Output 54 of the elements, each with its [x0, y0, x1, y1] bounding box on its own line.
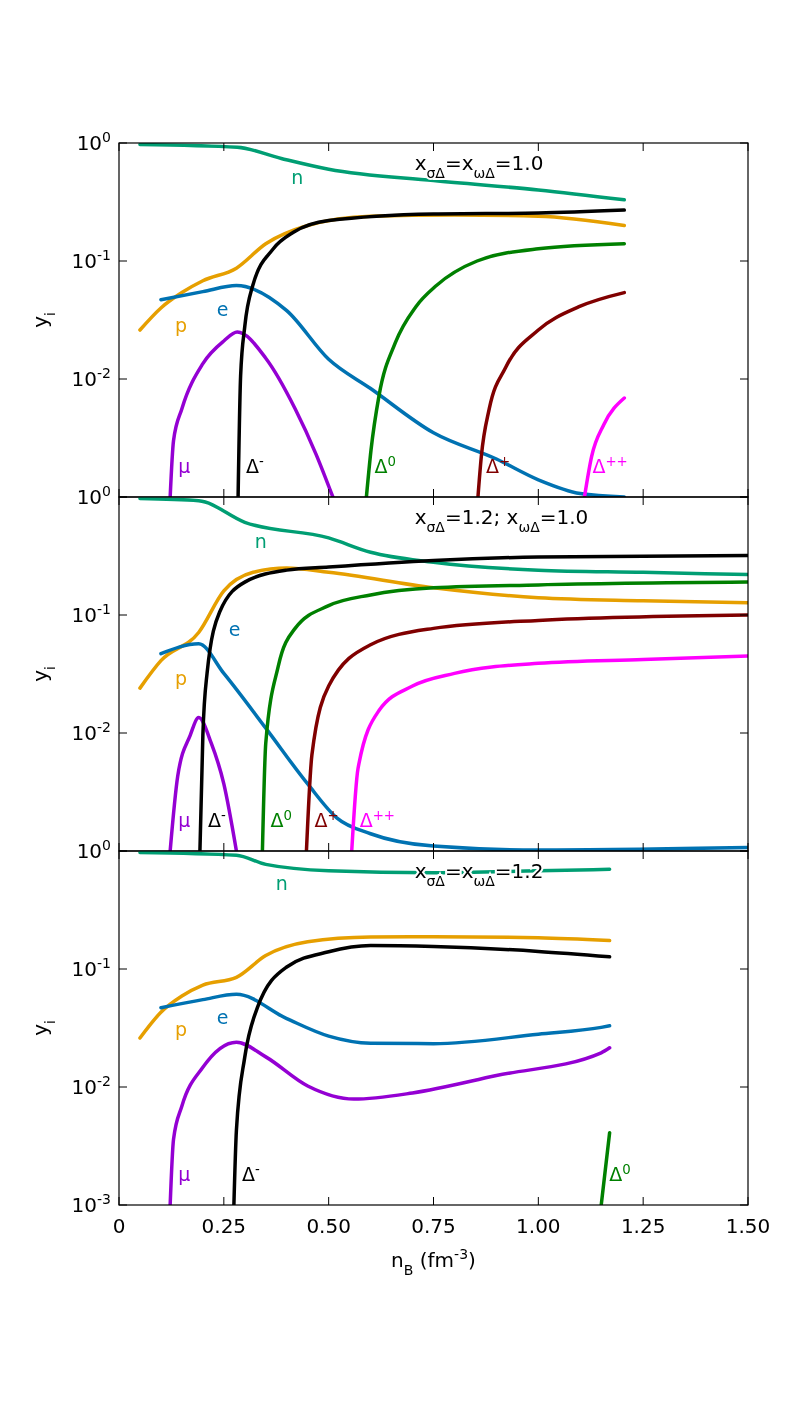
series-label: e [228, 617, 241, 640]
line-series [364, 242, 627, 497]
series-label: n [275, 872, 288, 895]
line-series [159, 283, 627, 497]
y-tick-label: 10$^{-2}$ [71, 1073, 111, 1099]
series-label: p [174, 313, 187, 336]
y-tick-label: 10$^{-2}$ [71, 719, 111, 745]
line-series [304, 613, 748, 851]
x-tick-label: 0.75 [411, 1214, 456, 1238]
series-label: e [216, 297, 229, 320]
series-label: Δ$^{0}$ [609, 1161, 631, 1185]
x-tick-label: 1.25 [620, 1214, 666, 1238]
line-series [582, 396, 627, 497]
series-label: n [254, 530, 267, 553]
x-tick-label: 0.25 [201, 1214, 247, 1238]
x-tick-label: 1.50 [725, 1214, 771, 1238]
line-series [138, 934, 612, 1040]
line-series [168, 715, 239, 851]
y-tick-label: 10$^{0}$ [76, 129, 111, 155]
text: x$_{σΔ}$=x$_{ωΔ}$=1.0 [414, 151, 544, 181]
series-label: e [216, 1005, 229, 1028]
series-label: p [174, 1018, 187, 1041]
line-series [159, 992, 612, 1046]
y-tick-label: 10$^{0}$ [76, 837, 111, 863]
y-tick-label: 10$^{-1}$ [71, 955, 111, 981]
y-tick-label: 10$^{0}$ [76, 483, 111, 509]
series-label: Δ$^{++}$ [359, 807, 396, 831]
line-series [159, 642, 748, 851]
y-tick-label: 10$^{-3}$ [71, 1191, 111, 1217]
x-tick-label: 0.50 [306, 1214, 351, 1238]
x-axis-title: n$_{B}$ (fm$^{-3}$) [391, 1246, 476, 1278]
line-series [138, 566, 748, 690]
line-series [349, 654, 748, 851]
text: x$_{σΔ}$=1.2; x$_{ωΔ}$=1.0 [414, 505, 589, 535]
line-series [260, 580, 748, 851]
y-tick-label: 10$^{-2}$ [71, 365, 111, 391]
x-tick-label: 1.00 [516, 1214, 561, 1238]
line-series [138, 497, 748, 577]
series-label: Δ$^{0}$ [270, 807, 292, 831]
line-series [476, 290, 627, 497]
series-label: Δ$^{++}$ [592, 453, 628, 477]
x-tick-label: 0 [112, 1214, 126, 1238]
series-label: μ [178, 809, 191, 831]
y-tick-label: 10$^{-1}$ [71, 247, 111, 273]
series-label: Δ$^{-}$ [207, 807, 226, 831]
line-series [138, 143, 627, 202]
series-label: Δ$^{0}$ [374, 453, 396, 477]
series-label: Δ$^{-}$ [246, 453, 265, 477]
series-label: μ [178, 1163, 191, 1185]
y-tick-label: 10$^{-1}$ [71, 601, 111, 627]
series-label: Δ$^{-}$ [241, 1161, 260, 1185]
series-label: p [174, 666, 187, 689]
series-label: μ [178, 455, 191, 477]
series-label: n [291, 166, 304, 189]
